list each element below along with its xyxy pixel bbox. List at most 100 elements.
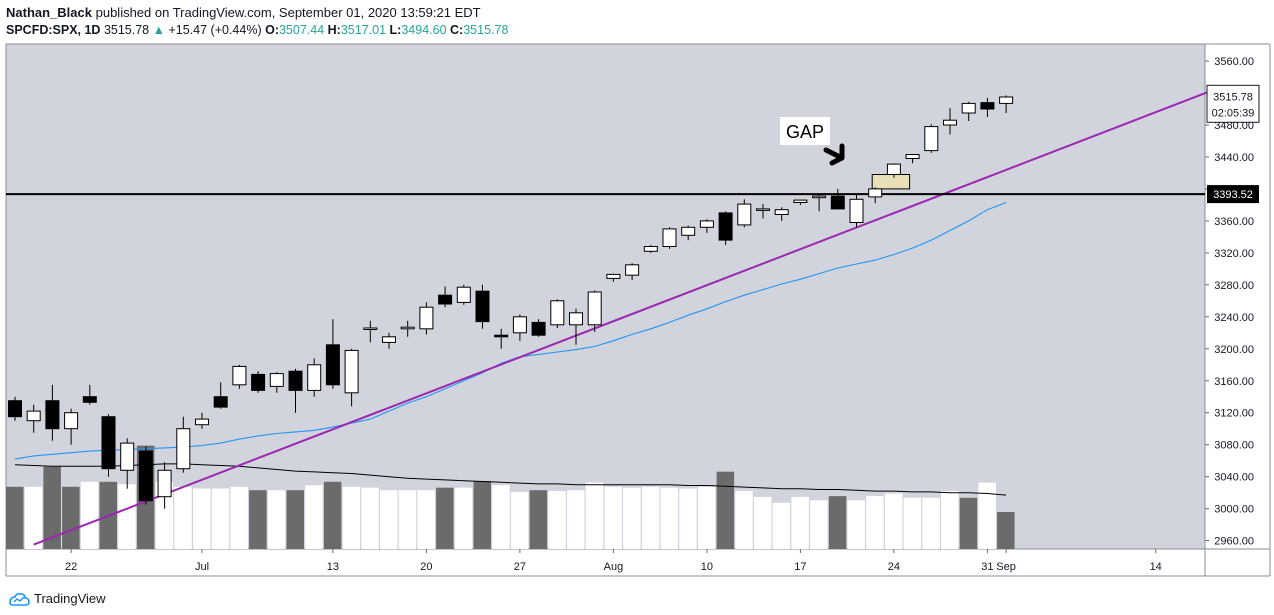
- horizontal-level-tag: [1207, 185, 1259, 204]
- candle-body: [325, 344, 340, 386]
- last-price: 3515.78: [103, 23, 150, 37]
- price-change: +15.47 (+0.44%): [168, 23, 262, 37]
- volume-bar: [305, 485, 323, 549]
- candle-body: [382, 336, 396, 343]
- time-tick-label: 31: [981, 561, 993, 573]
- low-label: L:: [389, 23, 402, 37]
- author-name[interactable]: Nathan_Black: [6, 5, 92, 20]
- volume-bar: [43, 466, 61, 549]
- candle-body: [101, 416, 116, 470]
- candle-body: [213, 396, 228, 408]
- time-tick-label: Aug: [604, 561, 624, 573]
- volume-bar: [959, 497, 978, 549]
- candle-body: [344, 349, 359, 394]
- footer: TradingView: [0, 588, 1274, 615]
- close-value: 3515.78: [463, 23, 509, 37]
- candle-body: [756, 208, 770, 211]
- candle-body: [943, 119, 957, 126]
- candle-body: [512, 316, 527, 334]
- volume-bar: [884, 493, 903, 549]
- candle-body: [138, 450, 153, 502]
- candle-body: [494, 334, 509, 338]
- price-tick-label: 3560.00: [1214, 56, 1254, 68]
- volume-bar: [772, 502, 791, 549]
- candle-body: [475, 290, 490, 323]
- volume-bar: [193, 488, 211, 549]
- time-tick-label: 22: [65, 561, 77, 573]
- price-tick-label: 3240.00: [1214, 312, 1254, 324]
- volume-bar: [735, 491, 753, 549]
- published-text: published on TradingView.com, September …: [95, 5, 481, 20]
- time-tick-label: 17: [794, 561, 806, 573]
- horizontal-level-label: 3393.52: [1213, 189, 1253, 201]
- volume-bar: [473, 481, 491, 549]
- candle-body: [456, 286, 471, 303]
- symbol-line: SPCFD:SPX, 1D 3515.78 ▲ +15.47 (+0.44%) …: [6, 23, 508, 37]
- volume-bar: [567, 490, 585, 549]
- trendline: [33, 89, 1213, 546]
- time-tick-label: 20: [420, 561, 432, 573]
- volume-bar: [997, 512, 1015, 549]
- candle-body: [830, 195, 845, 210]
- open-value: 3507.44: [278, 23, 325, 37]
- candle-body: [961, 102, 976, 114]
- symbol-name: SPCFD:SPX, 1D: [6, 23, 101, 37]
- volume-bar: [249, 490, 267, 549]
- price-tick-label: 3200.00: [1214, 344, 1254, 356]
- low-value: 3494.60: [401, 23, 447, 37]
- volume-bar: [230, 486, 248, 549]
- volume-bar: [417, 490, 435, 549]
- candle-body: [438, 294, 453, 305]
- price-tick-label: 3000.00: [1214, 504, 1254, 516]
- gap-label: GAP: [786, 122, 824, 142]
- volume-bar: [323, 481, 342, 549]
- volume-bar: [941, 491, 959, 549]
- time-tick-label: 14: [1150, 561, 1162, 573]
- volume-bar: [810, 500, 828, 549]
- volume-bar: [80, 481, 99, 549]
- countdown-label: 02:05:39: [1212, 107, 1255, 119]
- volume-bar: [866, 496, 884, 549]
- candle-body: [924, 126, 939, 152]
- volume-bar: [641, 486, 660, 549]
- volume-bar: [342, 486, 361, 549]
- time-axis: [6, 549, 1270, 576]
- price-tick-label: 3480.00: [1214, 120, 1254, 132]
- candle-body: [363, 327, 378, 330]
- candle-body: [45, 400, 60, 430]
- candle-body: [718, 212, 733, 241]
- candle-body: [195, 418, 209, 426]
- candle-body: [587, 291, 602, 326]
- up-arrow-icon: ▲: [152, 23, 165, 37]
- gap-zone: [871, 174, 911, 190]
- candle-body: [288, 370, 303, 391]
- volume-bar: [380, 490, 398, 549]
- volume-bar: [398, 490, 417, 549]
- volume-bar: [286, 490, 304, 549]
- candle-body: [120, 442, 135, 471]
- candle-body: [662, 228, 677, 247]
- time-tick-label: 24: [888, 561, 900, 573]
- candle-body: [232, 365, 247, 386]
- volume-bar: [548, 491, 566, 549]
- candle-body: [625, 264, 640, 276]
- price-tick-label: 2960.00: [1214, 536, 1254, 548]
- time-tick-label: 27: [514, 561, 526, 573]
- candle-body: [400, 326, 415, 330]
- candle-body: [849, 198, 864, 224]
- candle-body: [905, 154, 920, 159]
- tradingview-brand[interactable]: TradingView: [8, 591, 106, 606]
- last-price-label: 3515.78: [1213, 91, 1253, 103]
- volume-bar: [510, 491, 529, 549]
- price-tick-label: 3280.00: [1214, 280, 1254, 292]
- time-tick-label: 13: [327, 561, 339, 573]
- last-price-tag: [1206, 84, 1260, 123]
- price-chart[interactable]: GAP3560.003520.003480.003440.003400.0033…: [0, 0, 1274, 588]
- price-tick-label: 3040.00: [1214, 472, 1254, 484]
- volume-bar: [361, 487, 379, 549]
- price-tick-label: 3440.00: [1214, 152, 1254, 164]
- candle-body: [550, 300, 565, 326]
- volume-bar: [847, 500, 865, 549]
- candle-body: [681, 226, 696, 236]
- price-tick-label: 3120.00: [1214, 408, 1254, 420]
